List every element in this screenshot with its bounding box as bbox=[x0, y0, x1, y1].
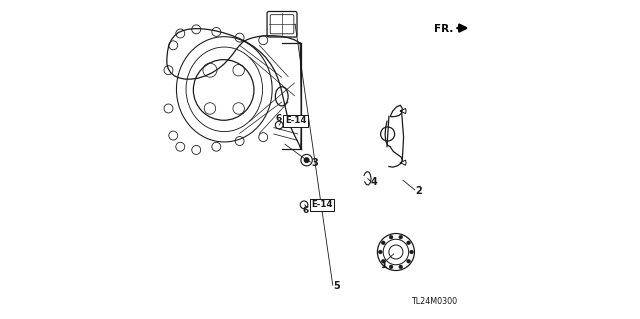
Circle shape bbox=[378, 250, 382, 254]
Circle shape bbox=[305, 158, 309, 162]
Text: 6: 6 bbox=[275, 114, 282, 123]
Text: 6: 6 bbox=[303, 206, 308, 215]
Text: 2: 2 bbox=[416, 186, 422, 197]
Text: 5: 5 bbox=[333, 281, 340, 292]
Text: 3: 3 bbox=[311, 158, 318, 168]
Circle shape bbox=[410, 250, 413, 254]
Circle shape bbox=[399, 265, 403, 269]
Text: FR.: FR. bbox=[434, 24, 453, 34]
Circle shape bbox=[381, 241, 385, 245]
Text: E-14: E-14 bbox=[285, 116, 307, 125]
Text: E-14: E-14 bbox=[311, 200, 333, 209]
Text: 1: 1 bbox=[381, 260, 388, 271]
Circle shape bbox=[399, 235, 403, 239]
Circle shape bbox=[275, 121, 283, 129]
Text: TL24M0300: TL24M0300 bbox=[411, 297, 457, 306]
Text: 4: 4 bbox=[371, 177, 377, 187]
Circle shape bbox=[389, 235, 393, 239]
Circle shape bbox=[406, 241, 410, 245]
Circle shape bbox=[300, 201, 308, 209]
Circle shape bbox=[389, 265, 393, 269]
Circle shape bbox=[406, 259, 410, 263]
Circle shape bbox=[381, 259, 385, 263]
